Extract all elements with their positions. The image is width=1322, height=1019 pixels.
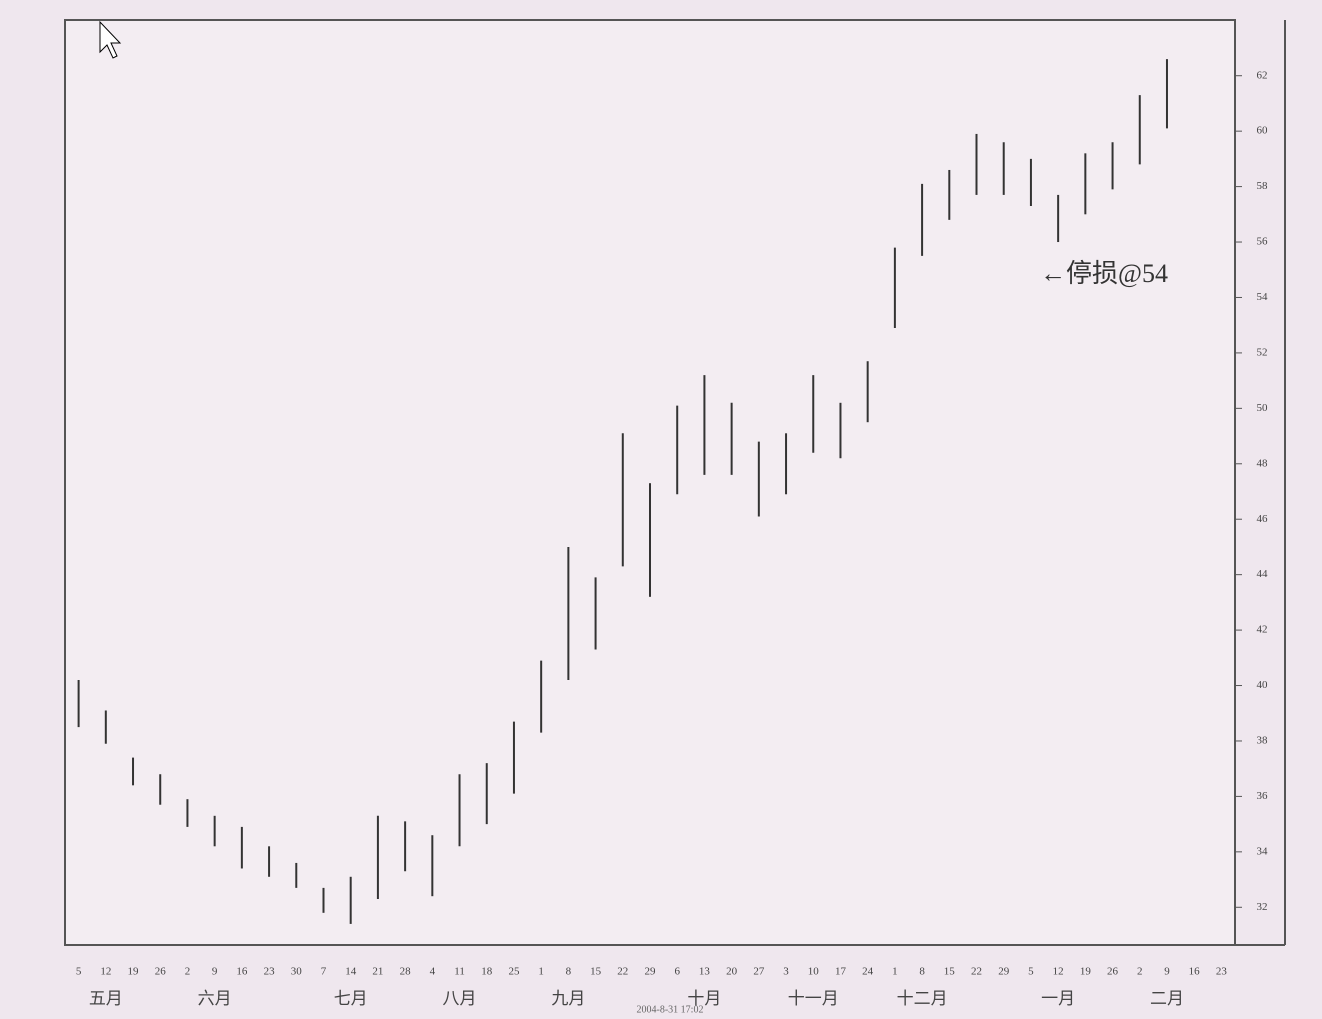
x-tick-label: 30: [291, 966, 303, 978]
x-tick-label: 19: [1080, 966, 1092, 978]
x-tick-label: 14: [345, 966, 357, 978]
y-tick-label: 62: [1257, 69, 1268, 81]
y-tick-label: 56: [1257, 236, 1269, 248]
y-tick-label: 40: [1257, 679, 1269, 691]
timestamp: 2004-8-31 17:02: [637, 1004, 704, 1015]
month-label: 一月: [1041, 989, 1075, 1008]
y-tick-label: 44: [1257, 568, 1269, 580]
x-tick-label: 15: [590, 966, 602, 978]
x-tick-label: 2: [185, 966, 191, 978]
x-tick-label: 20: [726, 966, 738, 978]
y-tick-label: 38: [1257, 735, 1269, 747]
x-tick-label: 8: [566, 966, 572, 978]
x-tick-label: 2: [1137, 966, 1143, 978]
y-tick-label: 52: [1257, 346, 1268, 358]
x-tick-label: 7: [321, 966, 327, 978]
x-tick-label: 17: [835, 966, 847, 978]
y-tick-label: 34: [1257, 845, 1269, 857]
x-tick-label: 3: [783, 966, 789, 978]
y-tick-label: 48: [1257, 457, 1269, 469]
x-tick-label: 8: [919, 966, 925, 978]
x-tick-label: 12: [1053, 966, 1064, 978]
x-tick-label: 5: [1028, 966, 1034, 978]
y-tick-label: 50: [1257, 402, 1269, 414]
annotation: ←停损@54: [1040, 259, 1168, 288]
x-tick-label: 10: [808, 966, 820, 978]
x-tick-label: 22: [617, 966, 628, 978]
x-tick-label: 29: [998, 966, 1010, 978]
x-tick-label: 25: [508, 966, 520, 978]
x-tick-label: 26: [1107, 966, 1119, 978]
x-tick-label: 28: [400, 966, 412, 978]
x-tick-label: 1: [892, 966, 898, 978]
y-tick-label: 36: [1257, 790, 1269, 802]
x-tick-label: 9: [212, 966, 218, 978]
month-label: 八月: [443, 989, 477, 1008]
month-label: 二月: [1150, 989, 1184, 1008]
month-label: 九月: [551, 989, 585, 1008]
x-tick-label: 19: [128, 966, 140, 978]
x-tick-label: 16: [236, 966, 248, 978]
plot-frame: [64, 19, 1236, 946]
y-tick-label: 54: [1257, 291, 1269, 303]
x-tick-label: 24: [862, 966, 874, 978]
x-tick-label: 21: [372, 966, 383, 978]
x-tick-label: 1: [538, 966, 544, 978]
x-tick-label: 22: [971, 966, 982, 978]
month-label: 六月: [198, 989, 232, 1008]
x-tick-label: 9: [1164, 966, 1170, 978]
x-tick-label: 26: [155, 966, 167, 978]
x-tick-label: 16: [1189, 966, 1201, 978]
x-tick-label: 11: [454, 966, 465, 978]
month-label: 十二月: [897, 989, 948, 1008]
cursor: [99, 20, 122, 59]
y-tick-label: 32: [1257, 901, 1268, 913]
y-tick-label: 46: [1257, 513, 1269, 525]
month-label: 五月: [89, 989, 123, 1008]
x-tick-label: 23: [1216, 966, 1228, 978]
x-tick-label: 15: [944, 966, 956, 978]
month-label: 十一月: [788, 989, 839, 1008]
x-tick-label: 29: [645, 966, 657, 978]
x-tick-label: 23: [264, 966, 276, 978]
x-tick-label: 4: [430, 966, 436, 978]
month-label: 七月: [334, 989, 368, 1008]
x-tick-label: 5: [76, 966, 82, 978]
x-tick-label: 27: [753, 966, 765, 978]
x-tick-label: 6: [674, 966, 680, 978]
y-tick-label: 60: [1257, 125, 1269, 137]
x-tick-label: 12: [100, 966, 111, 978]
x-tick-label: 13: [699, 966, 711, 978]
month-label: 十月: [687, 989, 721, 1008]
y-tick-label: 42: [1257, 624, 1268, 636]
y-tick-label: 58: [1257, 180, 1269, 192]
x-tick-label: 18: [481, 966, 493, 978]
